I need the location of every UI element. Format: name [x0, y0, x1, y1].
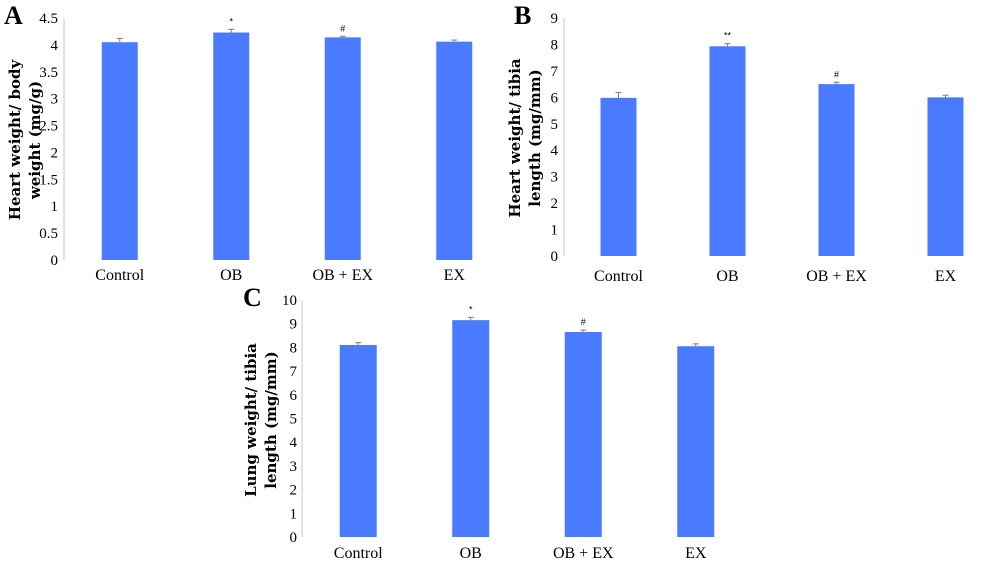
y-tick-label: 0 [51, 253, 59, 269]
chart-panel-b: B 0 1 2 3 4 5 6 7 8 9 Heart weight/ tibia length (mg… [506, 1, 964, 285]
y-tick-label: 2 [551, 196, 559, 212]
y-tick-label: 0.5 [39, 226, 58, 242]
y-axis-title-line: Heart weight/ tibia [506, 58, 524, 217]
y-tick-label: 6 [551, 90, 559, 106]
y-tick-label: 9 [551, 11, 559, 27]
bar [564, 331, 602, 537]
x-tick-label: Control [334, 545, 383, 562]
y-tick-label: 5 [290, 412, 298, 428]
y-tick-label: 3.5 [39, 65, 58, 81]
y-tick-label: 8 [551, 37, 559, 53]
x-tick-label: OB [460, 545, 482, 562]
y-tick-label: 7 [290, 364, 298, 380]
y-tick-label: 3 [551, 170, 559, 186]
bar [324, 37, 361, 260]
bar [709, 46, 746, 256]
x-tick-label: Control [95, 267, 144, 284]
x-tick-label: EX [685, 545, 707, 562]
y-axis-title: Heart weight/ body weight (mg/g) [6, 59, 44, 221]
y-tick-label: 0 [290, 530, 298, 546]
significance-marker: * [229, 16, 233, 26]
x-tick-label: OB [716, 268, 738, 285]
x-tick-label: Control [594, 268, 643, 285]
y-axis-title-line: weight (mg/g) [26, 81, 44, 200]
y-axis-title: Lung weight/ tibia length (mg/mm) [242, 343, 280, 497]
significance-marker: # [834, 69, 839, 79]
y-axis-title-line: Lung weight/ tibia [242, 343, 260, 497]
x-tick-label: EX [935, 268, 957, 285]
bar [677, 346, 715, 537]
y-tick-label: 4 [51, 38, 59, 54]
y-tick-label: 5 [551, 117, 559, 133]
chart-panel-a: A 0 0.5 1 1.5 2 2.5 3 3.5 4 4.5 Heart weight/ body w… [4, 1, 473, 284]
significance-marker: # [581, 317, 586, 327]
significance-marker: # [340, 23, 345, 33]
x-tick-label: OB + EX [312, 267, 373, 284]
y-tick-label: 1 [51, 199, 59, 215]
x-tick-label: EX [444, 267, 466, 284]
y-axis-title-line: length (mg/mm) [526, 69, 544, 206]
panel-letter: C [243, 283, 262, 312]
y-tick-label: 2.5 [39, 119, 58, 135]
y-tick-label: 1.5 [39, 172, 58, 188]
significance-marker: ** [724, 31, 732, 41]
y-tick-label: 4.5 [39, 11, 58, 27]
y-tick-label: 1 [290, 506, 298, 522]
y-tick-label: 1 [551, 223, 559, 239]
y-tick-label: 0 [551, 249, 559, 265]
y-tick-label: 3 [290, 459, 298, 475]
y-tick-label: 4 [551, 143, 559, 159]
x-tick-label: OB [220, 267, 242, 284]
x-tick-label: OB + EX [806, 268, 867, 285]
y-tick-label: 7 [551, 64, 559, 80]
y-tick-label: 10 [282, 293, 297, 309]
panel-letter: B [514, 1, 531, 30]
y-tick-label: 4 [290, 435, 298, 451]
chart-panel-c: C 0 1 2 3 4 5 6 7 8 9 10 Lung weight/ tibia length (m… [242, 283, 715, 562]
y-tick-label: 9 [290, 317, 298, 333]
y-tick-label: 3 [51, 92, 59, 108]
y-axis-title-line: Heart weight/ body [6, 59, 24, 221]
panel-letter: A [4, 1, 23, 30]
bar [101, 42, 138, 261]
significance-marker: * [469, 304, 473, 314]
bar [436, 41, 473, 260]
bar [818, 84, 855, 256]
bar [927, 97, 964, 256]
bar [339, 345, 377, 537]
y-tick-label: 2 [290, 483, 298, 499]
y-tick-label: 2 [51, 145, 59, 161]
y-tick-label: 6 [290, 388, 298, 404]
bar [600, 97, 637, 257]
y-tick-label: 8 [290, 340, 298, 356]
bar [452, 320, 490, 537]
x-tick-label: OB + EX [553, 545, 614, 562]
bar [213, 32, 250, 260]
y-axis-title-line: length (mg/mm) [262, 351, 280, 488]
y-axis-title: Heart weight/ tibia length (mg/mm) [506, 58, 544, 217]
